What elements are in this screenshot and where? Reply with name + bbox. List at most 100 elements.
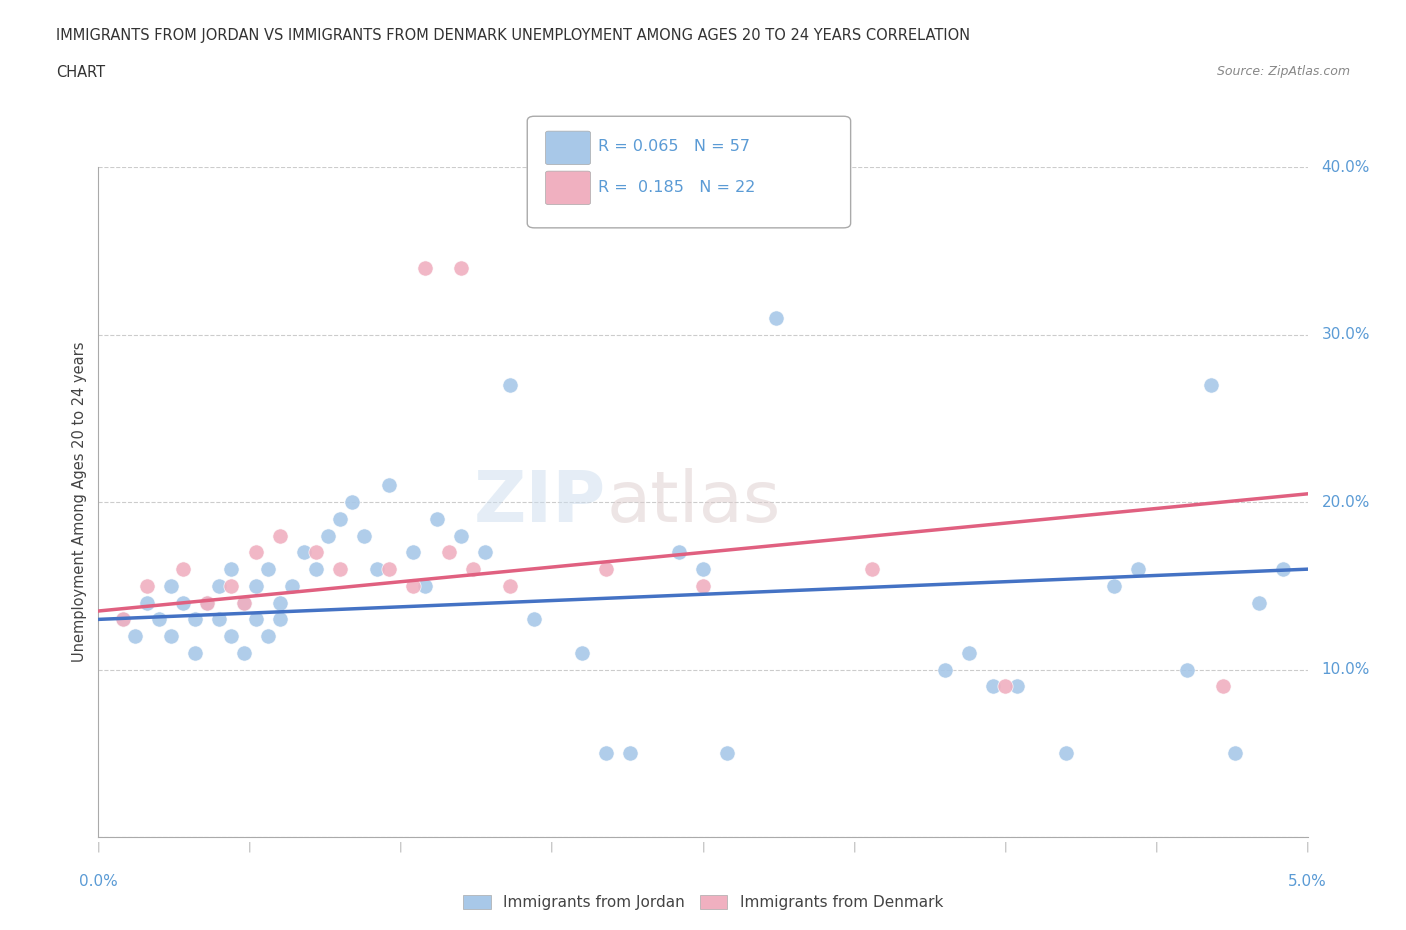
Legend: Immigrants from Jordan, Immigrants from Denmark: Immigrants from Jordan, Immigrants from …	[457, 889, 949, 916]
Point	[716, 746, 738, 761]
Point	[208, 612, 231, 627]
Text: |: |	[1306, 842, 1309, 852]
Point	[860, 562, 883, 577]
Text: 20.0%: 20.0%	[1322, 495, 1369, 510]
Point	[305, 562, 328, 577]
Text: R = 0.065   N = 57: R = 0.065 N = 57	[598, 140, 749, 154]
Point	[377, 562, 399, 577]
Point	[402, 578, 425, 593]
Text: 0.0%: 0.0%	[79, 874, 118, 889]
Point	[148, 612, 170, 627]
Point	[135, 578, 157, 593]
Point	[523, 612, 546, 627]
Point	[402, 545, 425, 560]
Point	[342, 495, 364, 510]
Point	[172, 595, 194, 610]
Text: |: |	[852, 842, 856, 852]
Point	[292, 545, 315, 560]
Point	[692, 562, 714, 577]
Point	[595, 746, 617, 761]
Point	[269, 528, 291, 543]
Point	[437, 545, 460, 560]
Point	[571, 645, 593, 660]
Point	[413, 578, 436, 593]
Point	[256, 562, 278, 577]
Point	[195, 595, 218, 610]
Text: |: |	[550, 842, 554, 852]
Point	[1223, 746, 1246, 761]
Point	[245, 612, 267, 627]
Point	[111, 612, 134, 627]
Point	[329, 562, 352, 577]
Point	[1272, 562, 1295, 577]
Point	[232, 595, 254, 610]
Point	[1054, 746, 1077, 761]
Text: |: |	[702, 842, 704, 852]
Point	[1249, 595, 1271, 610]
Point	[1007, 679, 1029, 694]
Point	[184, 645, 207, 660]
Point	[981, 679, 1004, 694]
Y-axis label: Unemployment Among Ages 20 to 24 years: Unemployment Among Ages 20 to 24 years	[72, 342, 87, 662]
Point	[232, 595, 254, 610]
Point	[498, 578, 520, 593]
Point	[269, 595, 291, 610]
Point	[245, 545, 267, 560]
Text: |: |	[247, 842, 252, 852]
Point	[619, 746, 641, 761]
Point	[184, 612, 207, 627]
Point	[595, 562, 617, 577]
Point	[353, 528, 375, 543]
Point	[1128, 562, 1150, 577]
Text: |: |	[399, 842, 402, 852]
Point	[135, 595, 157, 610]
Text: atlas: atlas	[606, 468, 780, 537]
Point	[934, 662, 956, 677]
Text: |: |	[1154, 842, 1159, 852]
Text: 5.0%: 5.0%	[1288, 874, 1327, 889]
Point	[994, 679, 1017, 694]
Text: CHART: CHART	[56, 65, 105, 80]
Point	[221, 578, 243, 593]
Text: IMMIGRANTS FROM JORDAN VS IMMIGRANTS FROM DENMARK UNEMPLOYMENT AMONG AGES 20 TO : IMMIGRANTS FROM JORDAN VS IMMIGRANTS FRO…	[56, 28, 970, 43]
Point	[281, 578, 304, 593]
Text: ZIP: ZIP	[474, 468, 606, 537]
Text: 10.0%: 10.0%	[1322, 662, 1369, 677]
Point	[124, 629, 146, 644]
Point	[1199, 378, 1222, 392]
Point	[245, 578, 267, 593]
Point	[195, 595, 218, 610]
Text: |: |	[1004, 842, 1007, 852]
Point	[172, 562, 194, 577]
Text: 30.0%: 30.0%	[1322, 327, 1369, 342]
Point	[498, 378, 520, 392]
Point	[377, 478, 399, 493]
Point	[450, 260, 472, 275]
Point	[463, 562, 485, 577]
Point	[305, 545, 328, 560]
Point	[160, 629, 183, 644]
Point	[957, 645, 980, 660]
Point	[269, 612, 291, 627]
Point	[208, 578, 231, 593]
Point	[765, 311, 787, 325]
Point	[668, 545, 690, 560]
Point	[692, 578, 714, 593]
Point	[329, 512, 352, 526]
Point	[316, 528, 339, 543]
Point	[221, 562, 243, 577]
Point	[1102, 578, 1125, 593]
Point	[256, 629, 278, 644]
Text: Source: ZipAtlas.com: Source: ZipAtlas.com	[1216, 65, 1350, 78]
Point	[111, 612, 134, 627]
Text: R =  0.185   N = 22: R = 0.185 N = 22	[598, 180, 755, 195]
Point	[474, 545, 496, 560]
Text: 40.0%: 40.0%	[1322, 160, 1369, 175]
Point	[426, 512, 449, 526]
Point	[413, 260, 436, 275]
Text: |: |	[97, 842, 100, 852]
Point	[366, 562, 388, 577]
Point	[1212, 679, 1234, 694]
Point	[221, 629, 243, 644]
Point	[232, 645, 254, 660]
